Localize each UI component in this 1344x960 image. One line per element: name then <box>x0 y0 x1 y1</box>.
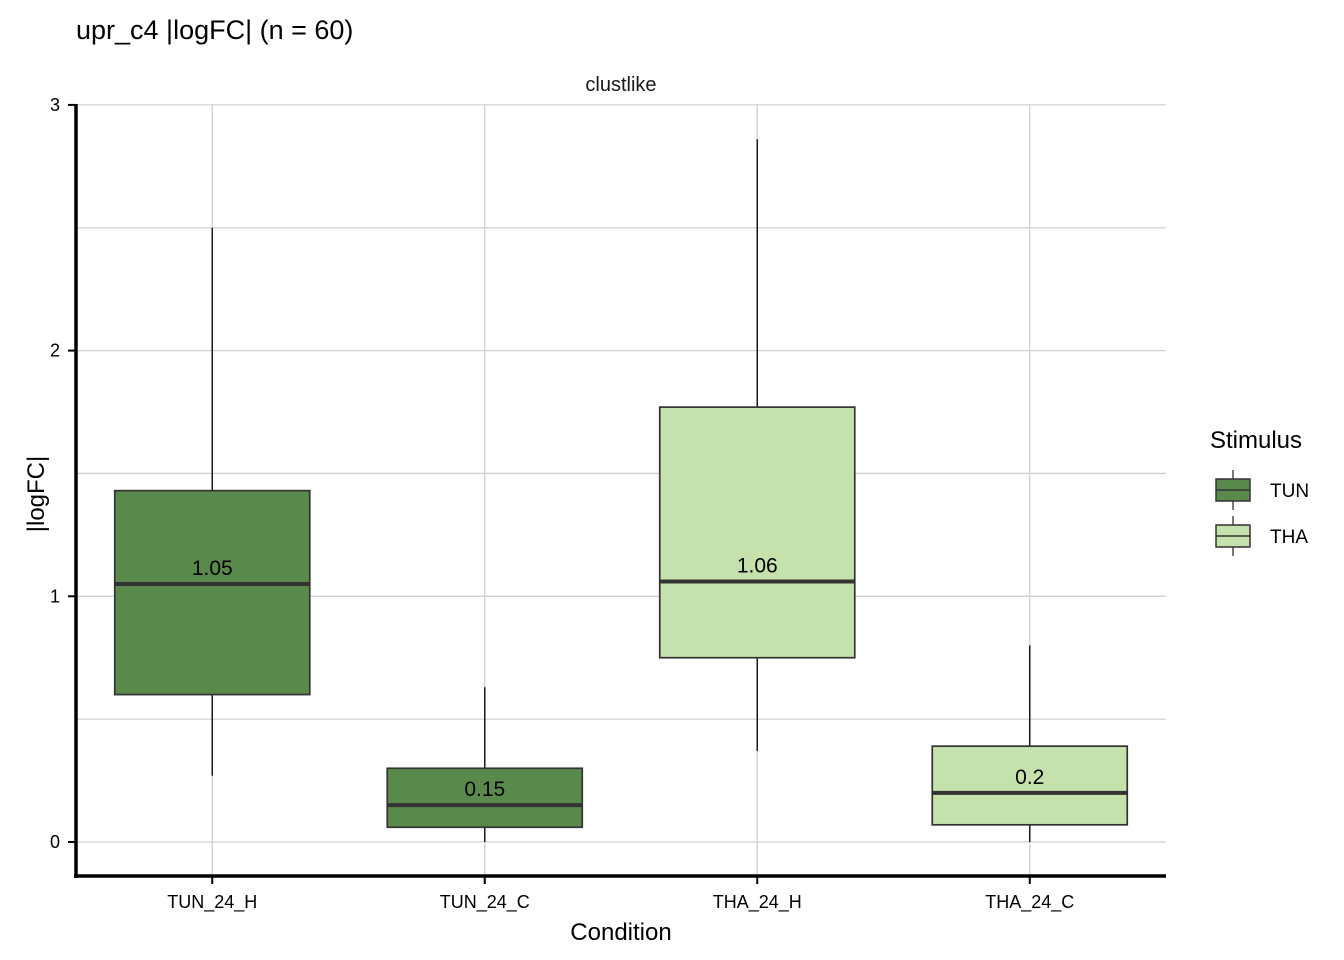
x-tick-label: TUN_24_C <box>440 892 530 913</box>
box-tha-24-c: 0.2 <box>931 645 1129 842</box>
legend-item-tha: THA <box>1215 516 1308 556</box>
x-axis-ticks: TUN_24_H TUN_24_C THA_24_H THA_24_C <box>167 876 1074 913</box>
x-tick-label: TUN_24_H <box>167 892 257 913</box>
box-tha-24-h: 1.06 <box>658 139 856 752</box>
box-iqr <box>931 745 1129 826</box>
legend: Stimulus TUN THA <box>1210 427 1309 556</box>
median-label: 1.05 <box>192 557 233 580</box>
box-iqr <box>386 767 584 829</box>
median-label: 0.15 <box>464 778 505 801</box>
x-axis-title: Condition <box>570 919 671 946</box>
x-tick-label: THA_24_C <box>985 892 1074 913</box>
boxes-layer: 1.05 0.15 1.06 0.2 <box>113 139 1129 842</box>
legend-title: Stimulus <box>1210 427 1302 454</box>
y-tick-label: 3 <box>50 95 60 115</box>
y-tick-label: 1 <box>50 586 60 606</box>
legend-label: TUN <box>1270 481 1309 502</box>
y-axis-title: |logFC| <box>23 456 50 533</box>
box-tun-24-h: 1.05 <box>113 227 311 776</box>
box-iqr <box>113 489 311 696</box>
legend-item-tun: TUN <box>1215 470 1309 510</box>
facet-strip-label: clustlike <box>585 74 656 96</box>
y-tick-label: 2 <box>50 341 60 361</box>
chart-title: upr_c4 |logFC| (n = 60) <box>76 15 353 45</box>
box-iqr <box>658 406 856 659</box>
box-tun-24-c: 0.15 <box>386 687 584 842</box>
median-label: 1.06 <box>737 555 778 578</box>
x-tick-label: THA_24_H <box>713 892 802 913</box>
legend-label: THA <box>1270 527 1308 548</box>
y-axis-ticks: 0 1 2 3 <box>50 95 76 852</box>
median-label: 0.2 <box>1015 766 1044 789</box>
y-tick-label: 0 <box>50 832 60 852</box>
